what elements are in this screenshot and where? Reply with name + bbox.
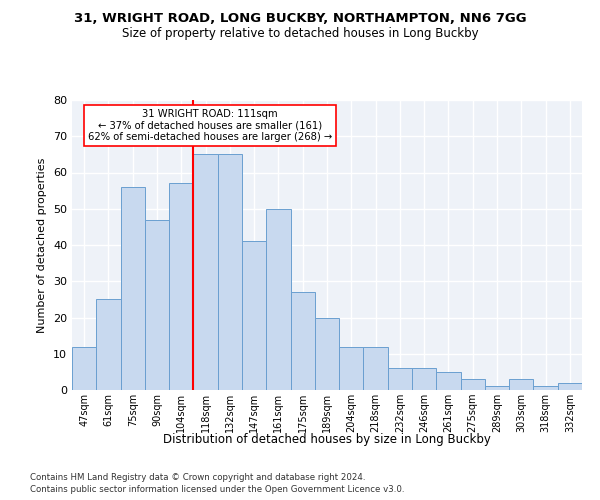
Bar xyxy=(242,242,266,390)
Bar xyxy=(218,154,242,390)
Bar xyxy=(121,187,145,390)
Bar xyxy=(315,318,339,390)
Bar xyxy=(364,346,388,390)
Bar xyxy=(169,184,193,390)
Y-axis label: Number of detached properties: Number of detached properties xyxy=(37,158,47,332)
Bar xyxy=(193,154,218,390)
Bar xyxy=(96,300,121,390)
Bar xyxy=(558,383,582,390)
Bar xyxy=(412,368,436,390)
Bar xyxy=(72,346,96,390)
Bar xyxy=(436,372,461,390)
Bar xyxy=(461,379,485,390)
Bar xyxy=(266,209,290,390)
Text: 31, WRIGHT ROAD, LONG BUCKBY, NORTHAMPTON, NN6 7GG: 31, WRIGHT ROAD, LONG BUCKBY, NORTHAMPTO… xyxy=(74,12,526,26)
Bar xyxy=(339,346,364,390)
Bar xyxy=(533,386,558,390)
Text: Size of property relative to detached houses in Long Buckby: Size of property relative to detached ho… xyxy=(122,28,478,40)
Bar xyxy=(509,379,533,390)
Bar xyxy=(485,386,509,390)
Text: Contains public sector information licensed under the Open Government Licence v3: Contains public sector information licen… xyxy=(30,485,404,494)
Text: Distribution of detached houses by size in Long Buckby: Distribution of detached houses by size … xyxy=(163,432,491,446)
Text: 31 WRIGHT ROAD: 111sqm
← 37% of detached houses are smaller (161)
62% of semi-de: 31 WRIGHT ROAD: 111sqm ← 37% of detached… xyxy=(88,108,332,142)
Bar xyxy=(145,220,169,390)
Bar xyxy=(290,292,315,390)
Text: Contains HM Land Registry data © Crown copyright and database right 2024.: Contains HM Land Registry data © Crown c… xyxy=(30,472,365,482)
Bar xyxy=(388,368,412,390)
